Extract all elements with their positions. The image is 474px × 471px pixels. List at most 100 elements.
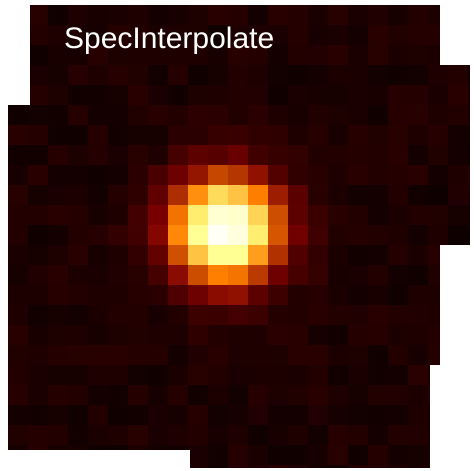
pixel (408, 85, 428, 105)
pixel (168, 425, 188, 445)
pixel (228, 245, 248, 265)
pixel (348, 325, 368, 345)
pixel (288, 185, 308, 205)
pixel (448, 305, 468, 325)
pixel (168, 245, 188, 265)
pixel (68, 5, 88, 25)
pixel (48, 5, 68, 25)
pixel (408, 125, 428, 145)
pixel (48, 225, 68, 245)
pixel (8, 245, 28, 265)
pixel (228, 45, 248, 65)
pixel (188, 445, 208, 465)
pixel (368, 205, 388, 225)
pixel (368, 305, 388, 325)
pixel (8, 325, 28, 345)
pixel (68, 205, 88, 225)
pixel (68, 445, 88, 465)
pixel (48, 245, 68, 265)
pixel (208, 165, 228, 185)
pixel (8, 185, 28, 205)
pixel (268, 205, 288, 225)
pixel (8, 105, 28, 125)
pixel (448, 345, 468, 365)
pixel (168, 365, 188, 385)
pixel (288, 365, 308, 385)
pixel (288, 245, 308, 265)
pixel (188, 185, 208, 205)
pixel (368, 5, 388, 25)
pixel (268, 245, 288, 265)
pixel (328, 25, 348, 45)
pixel (428, 65, 448, 85)
pixel (8, 385, 28, 405)
pixel (368, 25, 388, 45)
pixel (88, 85, 108, 105)
pixel (148, 25, 168, 45)
pixel (348, 445, 368, 465)
pixel (88, 185, 108, 205)
pixel (48, 265, 68, 285)
pixel (288, 125, 308, 145)
pixel (188, 305, 208, 325)
pixel (8, 5, 28, 25)
pixel (28, 85, 48, 105)
pixel (148, 465, 168, 468)
pixel (148, 125, 168, 145)
pixel (128, 105, 148, 125)
pixel (468, 385, 470, 405)
pixel (308, 105, 328, 125)
pixel (368, 125, 388, 145)
pixel (248, 105, 268, 125)
pixel (228, 425, 248, 445)
pixel (88, 405, 108, 425)
pixel (8, 465, 28, 468)
pixel (128, 245, 148, 265)
pixel (348, 365, 368, 385)
pixel (388, 185, 408, 205)
pixel (28, 265, 48, 285)
pixel (448, 205, 468, 225)
pixel (428, 185, 448, 205)
pixel (328, 145, 348, 165)
pixel (228, 225, 248, 245)
pixel (328, 405, 348, 425)
pixel (28, 365, 48, 385)
pixel (348, 465, 368, 468)
pixel (148, 285, 168, 305)
pixel (68, 265, 88, 285)
pixel (248, 325, 268, 345)
pixel (28, 205, 48, 225)
pixel (308, 5, 328, 25)
pixel (408, 105, 428, 125)
pixel (368, 405, 388, 425)
pixel (208, 125, 228, 145)
pixel (428, 445, 448, 465)
pixel (388, 65, 408, 85)
pixel (228, 85, 248, 105)
pixel (48, 425, 68, 445)
pixel (68, 105, 88, 125)
pixel (88, 365, 108, 385)
pixel (388, 425, 408, 445)
pixel (188, 65, 208, 85)
pixel (208, 385, 228, 405)
pixel (88, 25, 108, 45)
pixel-grid (8, 5, 470, 468)
pixel (448, 405, 468, 425)
pixel (468, 125, 470, 145)
pixel (388, 465, 408, 468)
pixel (388, 305, 408, 325)
pixel (408, 265, 428, 285)
pixel (328, 165, 348, 185)
pixel (128, 325, 148, 345)
pixel (288, 145, 308, 165)
pixel (388, 225, 408, 245)
pixel (388, 45, 408, 65)
pixel (68, 45, 88, 65)
pixel (168, 185, 188, 205)
pixel (348, 25, 368, 45)
pixel (128, 345, 148, 365)
pixel (368, 105, 388, 125)
pixel (408, 405, 428, 425)
